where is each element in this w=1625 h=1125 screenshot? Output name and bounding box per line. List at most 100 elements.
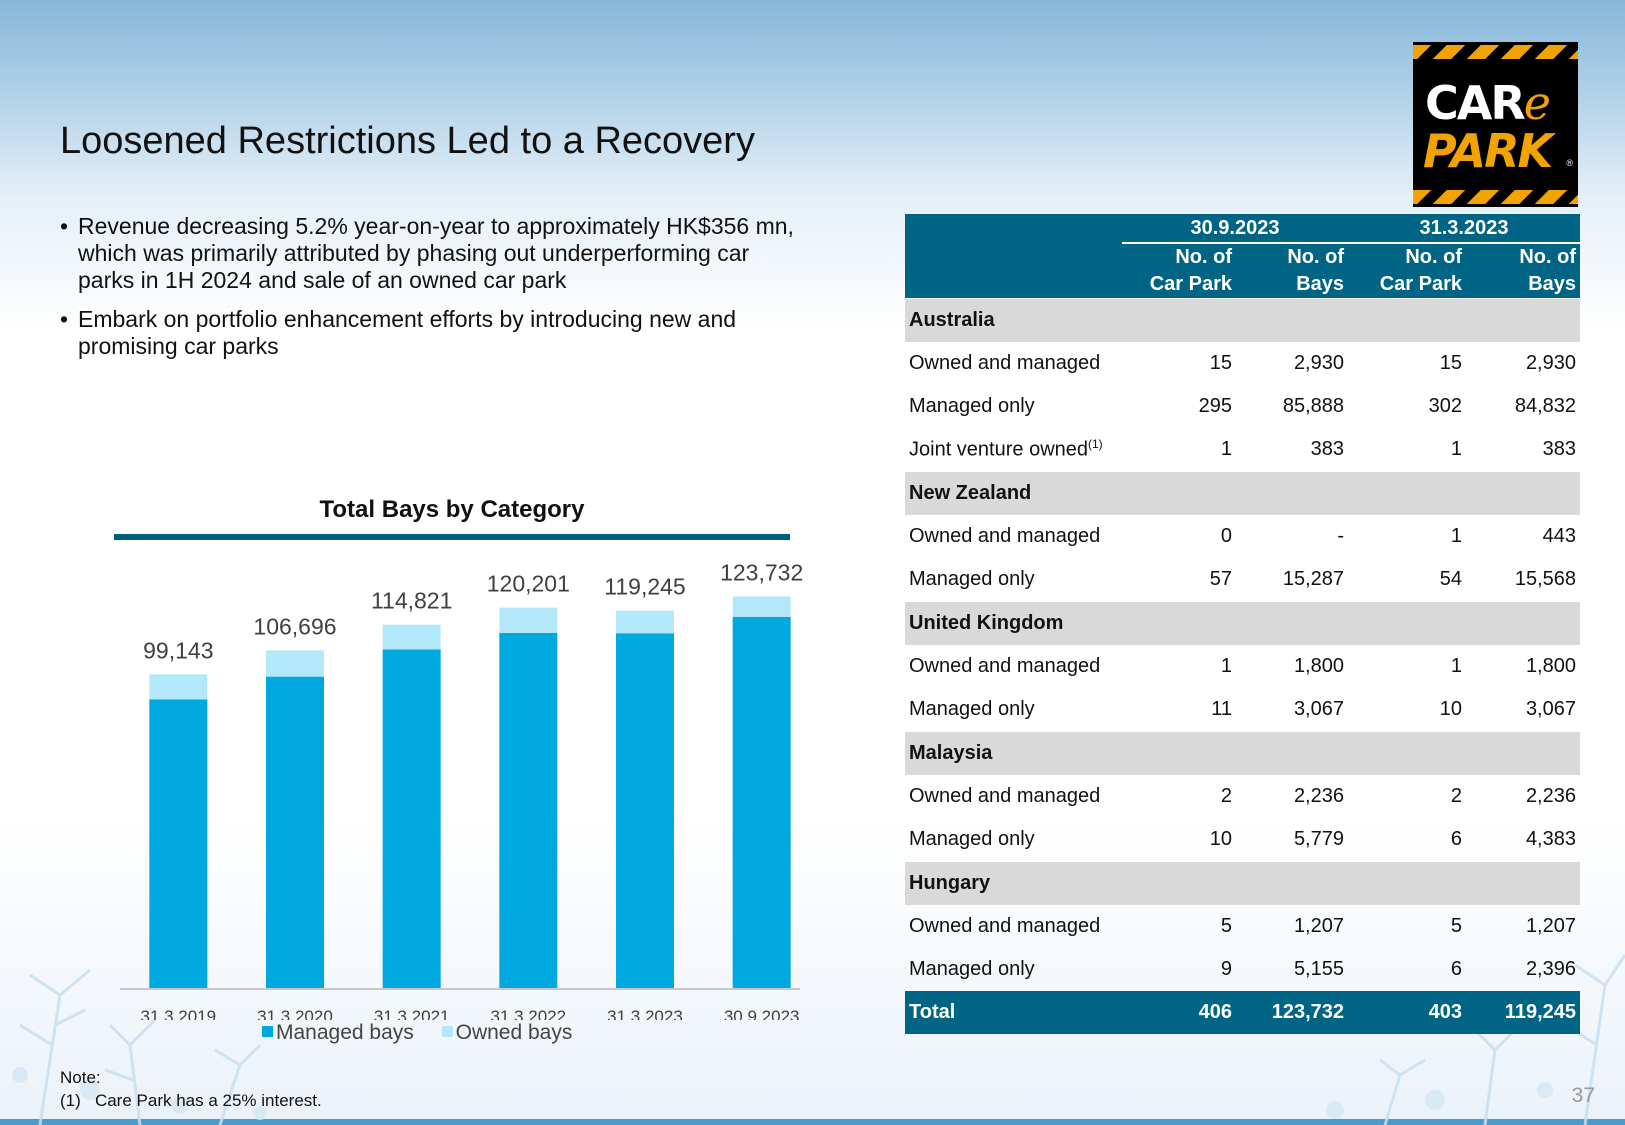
section-filler: [1236, 861, 1348, 905]
value-cell: 85,888: [1282, 395, 1344, 417]
table-header-blank-2: [905, 244, 1122, 298]
hazard-stripe-top-icon: [1413, 45, 1578, 59]
table-row: Managed only 11 3,067 10 3,067: [905, 688, 1580, 731]
header-line-1: No. of: [1287, 246, 1344, 268]
value-cell: 3,067: [1525, 698, 1576, 720]
total-value-cell: 119,245: [1466, 991, 1580, 1034]
header-line-1: No. of: [1405, 246, 1462, 268]
bullet-list: Revenue decreasing 5.2% year-on-year to …: [60, 213, 800, 372]
header-line-2: Car Park: [1149, 273, 1232, 295]
value-cell: 6: [1450, 958, 1462, 980]
bar-managed-4: [616, 633, 674, 988]
value-cell: 1: [1450, 438, 1462, 460]
legend-label-owned: Owned bays: [455, 1021, 573, 1044]
value-cell: 4,383: [1525, 828, 1576, 850]
legend-swatch-owned: [441, 1026, 453, 1037]
row-label: Owned and managed: [909, 785, 1101, 807]
bar-managed-5: [732, 616, 791, 988]
section-filler: [1122, 471, 1236, 515]
value-cell: 15: [1439, 352, 1462, 374]
row-label: Joint venture owned(1): [905, 428, 1122, 471]
value-cell: 1: [1450, 655, 1462, 677]
footnote-text: Care Park has a 25% interest.: [94, 1091, 322, 1110]
bar-managed-3: [499, 632, 558, 988]
value-cell: 1,800: [1293, 655, 1344, 677]
table-row: Managed only 9 5,155 6 2,396: [905, 948, 1580, 991]
page-number: 37: [1571, 1084, 1595, 1107]
value-cell: 57: [1209, 568, 1232, 590]
table-section-row: Malaysia: [905, 731, 1580, 775]
value-cell: 6: [1450, 828, 1462, 850]
section-name: New Zealand: [905, 471, 1122, 515]
table-column-header-row: No. of Car Park No. of Bays No. of Car Park…: [905, 244, 1580, 298]
table-row: Managed only 295 85,888 302 84,832: [905, 385, 1580, 428]
chart-legend: Managed bays Owned bays: [262, 1021, 594, 1045]
table-section-row: New Zealand: [905, 471, 1580, 515]
table-row: Owned and managed 5 1,207 5 1,207: [905, 905, 1580, 948]
total-value-cell: 123,732: [1236, 991, 1348, 1034]
section-filler: [1348, 861, 1466, 905]
value-cell: 2,236: [1293, 785, 1344, 807]
value-cell: 3,067: [1293, 698, 1344, 720]
section-filler: [1236, 731, 1348, 775]
value-cell: 9: [1220, 958, 1232, 980]
bar-total-label: 120,201: [487, 571, 570, 597]
table-row: Managed only 10 5,779 6 4,383: [905, 818, 1580, 861]
table-header-car-park-1: No. of Car Park: [1122, 244, 1236, 298]
page-title: Loosened Restrictions Led to a Recovery: [60, 120, 755, 162]
row-label: Managed only: [909, 698, 1035, 720]
row-label: Owned and managed: [909, 352, 1101, 374]
value-cell: -: [1337, 525, 1344, 547]
footnote-reference: (1): [1088, 437, 1103, 452]
value-cell: 5,779: [1293, 828, 1344, 850]
section-filler: [1236, 601, 1348, 645]
section-name: United Kingdom: [905, 601, 1122, 645]
section-filler: [1122, 298, 1236, 342]
value-cell: 11: [1211, 698, 1232, 720]
bar-total-label: 99,143: [143, 637, 213, 663]
section-filler: [1466, 601, 1580, 645]
table-header-bays-1: No. of Bays: [1236, 244, 1348, 298]
value-cell: 302: [1428, 395, 1462, 417]
chart-title-rule: [114, 534, 790, 540]
frost-decoration-right-icon: [1326, 954, 1625, 1125]
value-cell: 2: [1450, 785, 1462, 807]
x-tick-label: 31.3.2019: [141, 1007, 217, 1020]
logo-e: e: [1523, 76, 1551, 130]
bar-total-label: 106,696: [253, 613, 336, 639]
care-park-logo: CARe PARK ®: [1413, 42, 1578, 207]
section-filler: [1122, 601, 1236, 645]
table-row: Owned and managed 0 - 1 443: [905, 515, 1580, 558]
x-tick-label: 31.3.2022: [491, 1007, 567, 1020]
header-line-2: Bays: [1528, 273, 1576, 295]
section-filler: [1348, 471, 1466, 515]
bar-owned-3: [499, 607, 558, 633]
total-bays-chart: 99,143 31.3.2019 106,696 31.3.2020 114,821 31…: [120, 559, 803, 1020]
value-cell: 1,800: [1525, 655, 1576, 677]
footnote-marker: (1): [60, 1091, 81, 1110]
bar-owned-5: [732, 596, 791, 617]
table-section-row: Hungary: [905, 861, 1580, 905]
row-label: Owned and managed: [909, 915, 1101, 937]
section-filler: [1348, 298, 1466, 342]
section-filler: [1122, 731, 1236, 775]
section-filler: [1348, 731, 1466, 775]
value-cell: 1: [1220, 655, 1232, 677]
logo-car: CAR: [1425, 76, 1526, 130]
table-row: Managed only 57 15,287 54 15,568: [905, 558, 1580, 601]
legend-item-owned: Owned bays: [441, 1021, 573, 1044]
table-section-row: Australia: [905, 298, 1580, 342]
value-cell: 295: [1198, 395, 1232, 417]
value-cell: 0: [1220, 525, 1232, 547]
value-cell: 10: [1439, 698, 1462, 720]
table-section-row: United Kingdom: [905, 601, 1580, 645]
bar-total-label: 119,245: [604, 574, 685, 600]
value-cell: 15,287: [1282, 568, 1344, 590]
logo-registered-mark: ®: [1566, 158, 1573, 168]
value-cell: 10: [1209, 828, 1232, 850]
bar-managed-1: [266, 676, 324, 988]
row-label: Managed only: [909, 958, 1035, 980]
table-total-row: Total 406 123,732 403 119,245: [905, 991, 1580, 1034]
car-park-bays-table: 30.9.2023 31.3.2023 No. of Car Park No. o…: [905, 214, 1580, 1034]
bar-owned-0: [149, 674, 208, 700]
